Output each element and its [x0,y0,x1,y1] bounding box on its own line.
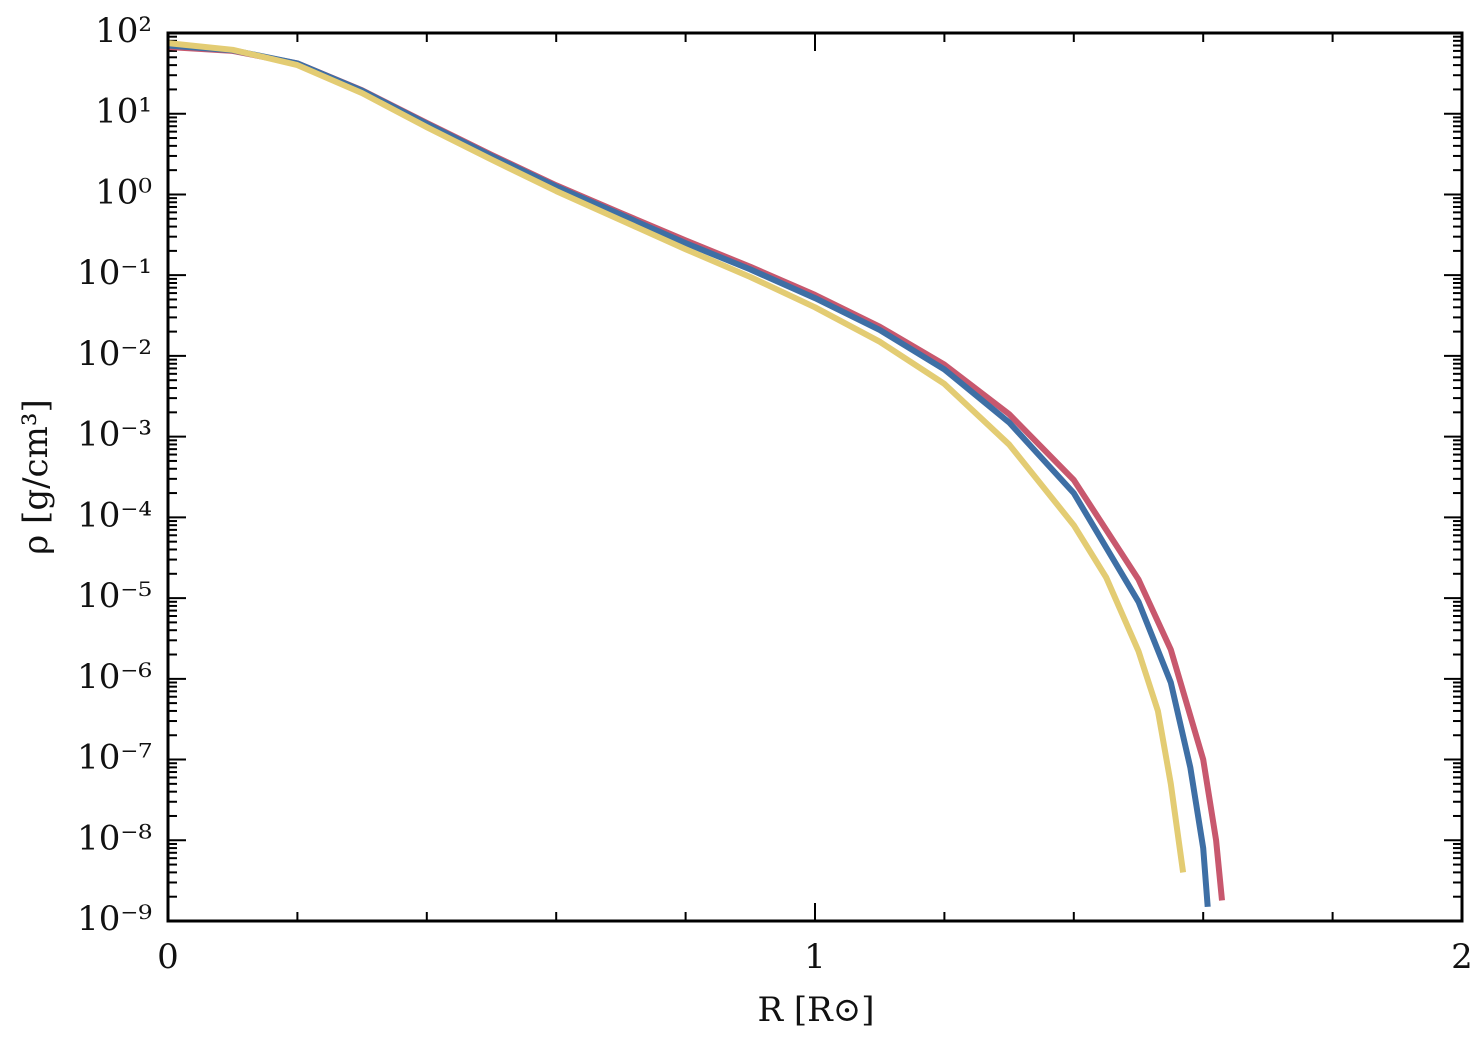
x-tick-label: 2 [1451,937,1473,977]
y-tick-label: 10⁻⁹ [77,899,152,939]
x-tick-label: 1 [804,937,826,977]
y-tick-label: 10⁻⁷ [77,738,152,778]
plot-frame [166,31,1464,923]
data-line [167,40,1187,873]
data-line [167,44,1225,901]
data-line [167,42,1211,908]
x-axis-label: R [R⊙] [757,990,874,1030]
y-tick-label: 10⁻² [77,334,152,374]
y-tick-label: 10² [95,11,152,51]
y-tick-label: 10⁻³ [77,415,152,455]
y-tick-label: 10⁻⁸ [77,818,152,858]
y-tick-label: 10⁰ [95,172,152,212]
y-tick-label: 10⁻⁴ [77,495,152,535]
y-tick-label: 10⁻¹ [77,253,152,293]
y-tick-label: 10¹ [95,92,152,132]
y-axis-label: ρ [g/cm³] [16,399,56,554]
y-tick-label: 10⁻⁵ [77,576,152,616]
x-tick-label: 0 [157,937,179,977]
y-tick-label: 10⁻⁶ [77,657,152,697]
